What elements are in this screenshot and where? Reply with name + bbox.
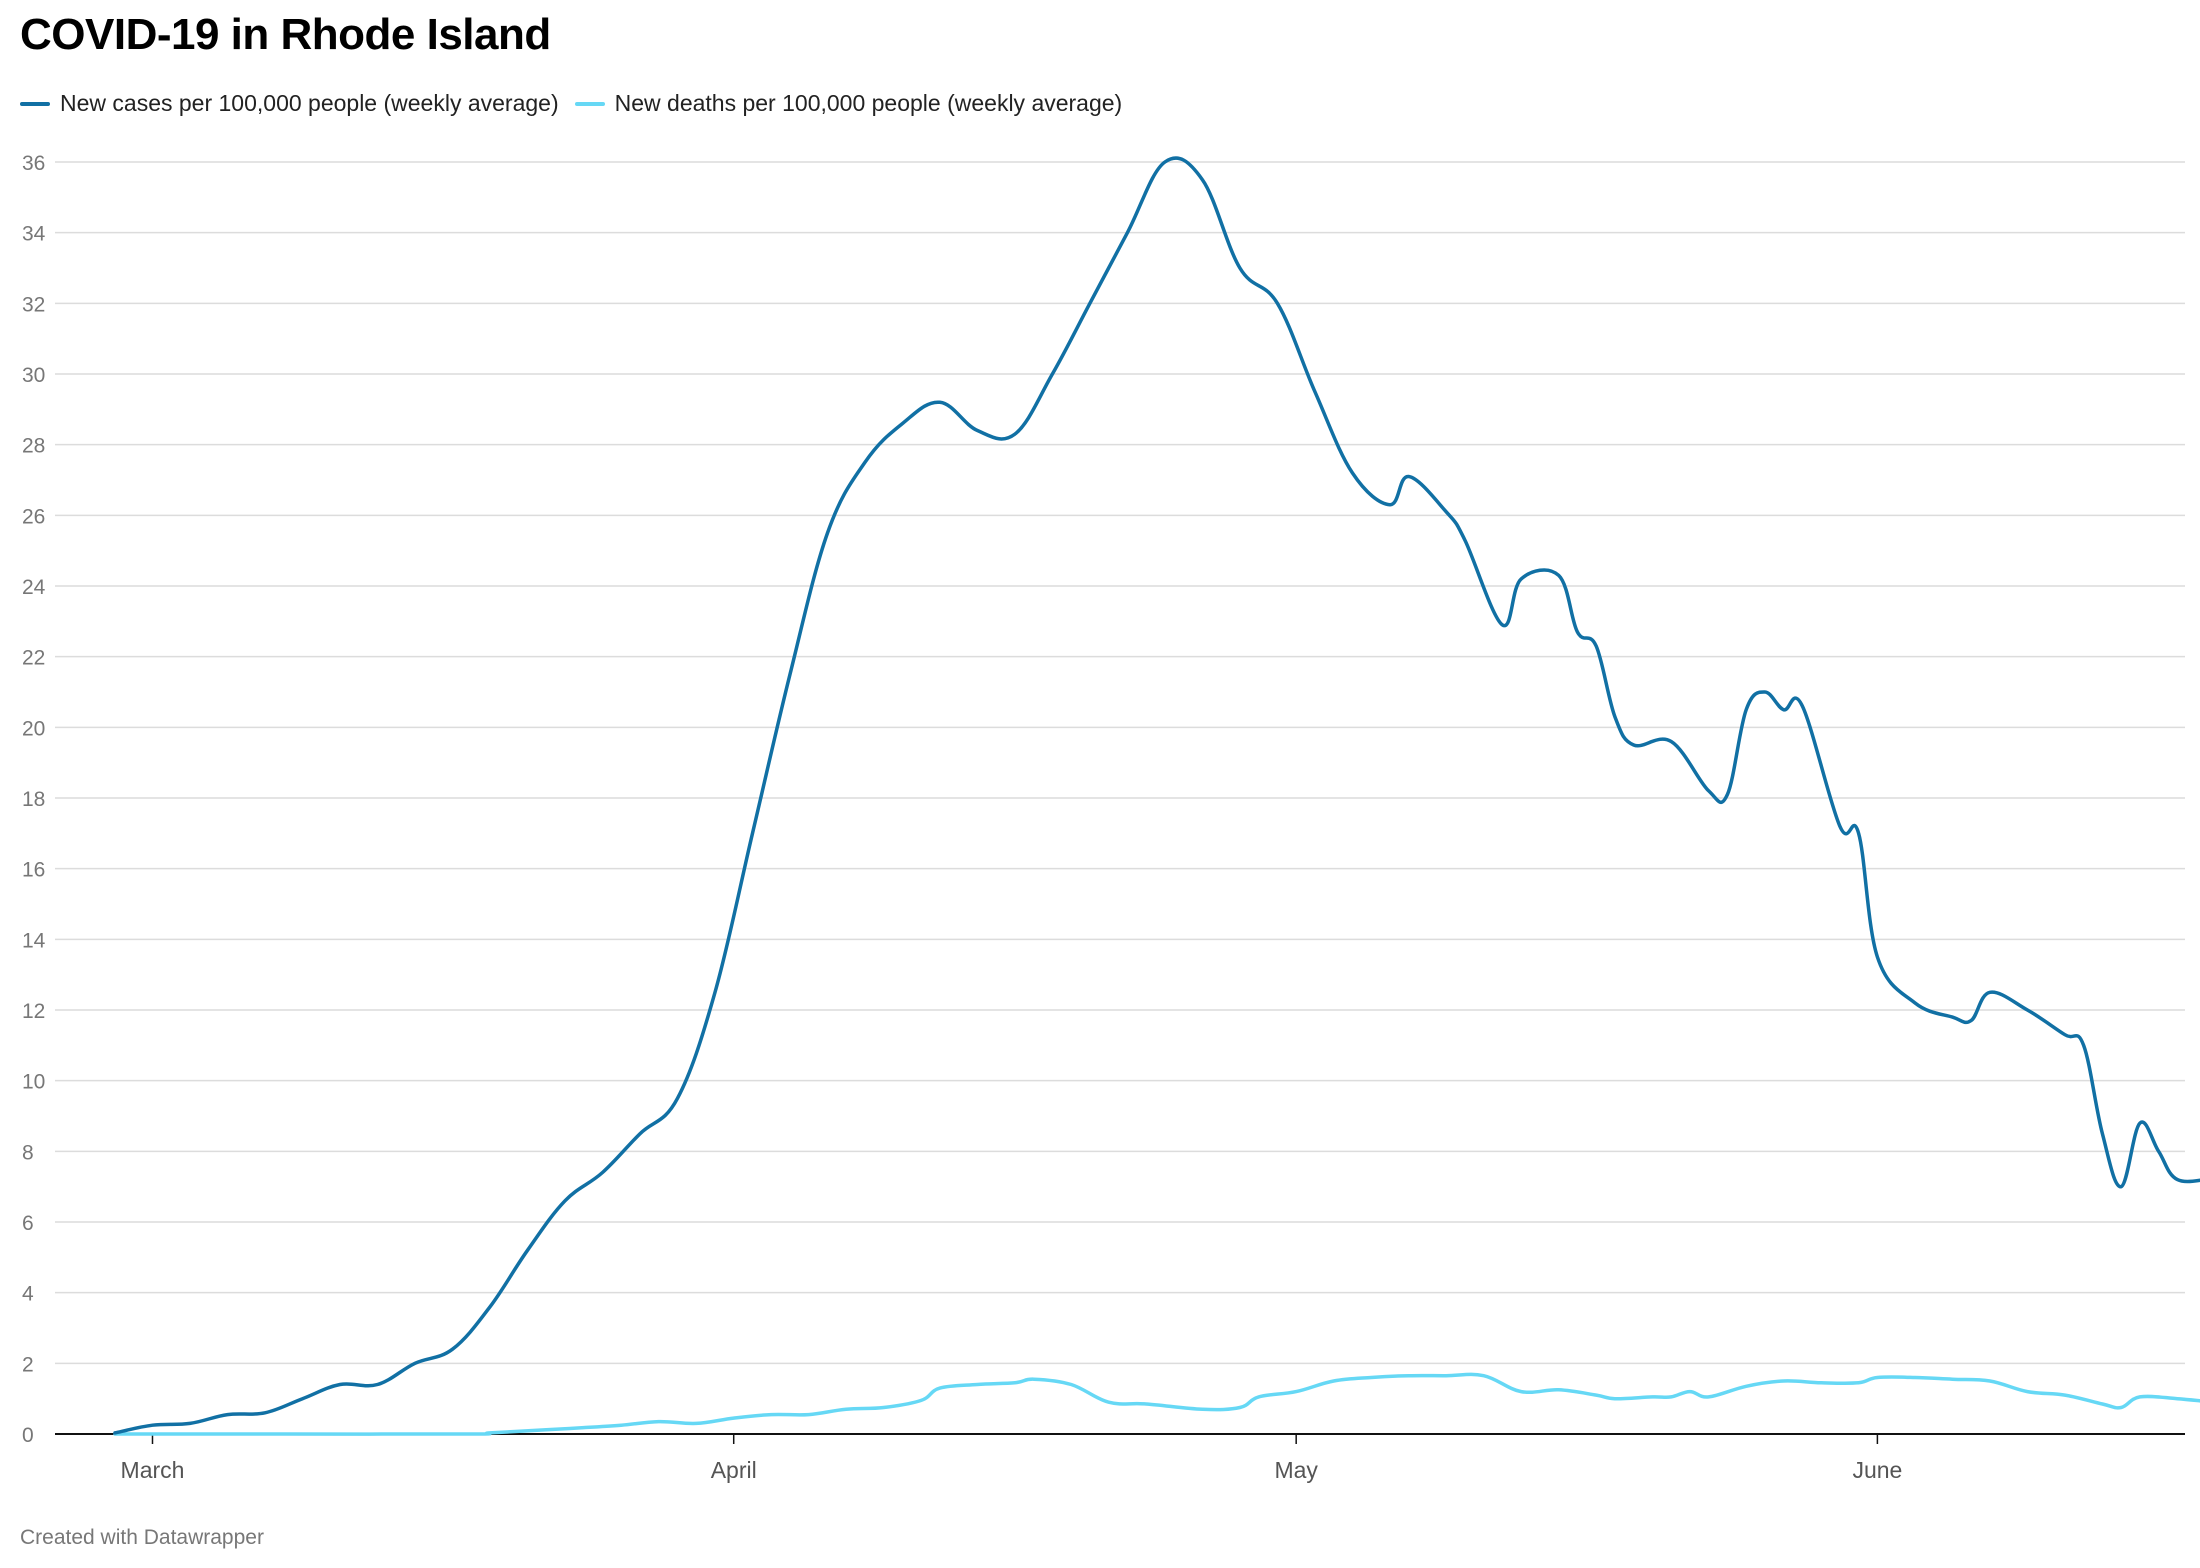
series-line-cases xyxy=(113,156,2200,1435)
chart-title: COVID-19 in Rhode Island xyxy=(20,10,551,59)
grid-lines xyxy=(55,161,2185,1435)
y-tick-label: 0 xyxy=(22,1424,34,1447)
footer-credit: Created with Datawrapper xyxy=(20,1526,264,1549)
legend-item-deaths: New deaths per 100,000 people (weekly av… xyxy=(574,90,1123,117)
y-tick-label: 14 xyxy=(22,929,46,952)
y-tick-label: 20 xyxy=(22,717,45,740)
y-tick-label: 4 xyxy=(22,1283,34,1306)
y-tick-label: 10 xyxy=(22,1071,45,1094)
legend-item-cases: New cases per 100,000 people (weekly ave… xyxy=(20,90,559,117)
legend-swatch-deaths xyxy=(574,101,605,106)
legend-label-cases: New cases per 100,000 people (weekly ave… xyxy=(60,90,559,116)
y-tick-label: 24 xyxy=(22,576,46,599)
y-tick-label: 16 xyxy=(22,859,45,882)
x-tick-label: June xyxy=(1852,1457,1902,1483)
x-tick-label: May xyxy=(1274,1457,1318,1483)
y-tick-label: 30 xyxy=(22,364,45,387)
y-tick-label: 6 xyxy=(22,1212,34,1235)
legend-swatch-cases xyxy=(20,101,50,106)
legend-label-deaths: New deaths per 100,000 people (weekly av… xyxy=(614,90,1123,116)
y-tick-label: 32 xyxy=(22,293,45,316)
y-tick-label: 28 xyxy=(22,435,45,458)
y-tick-label: 36 xyxy=(22,152,45,175)
y-tick-label: 34 xyxy=(22,223,46,246)
legend: New cases per 100,000 people (weekly ave… xyxy=(20,90,1138,117)
x-tick-label: March xyxy=(121,1457,185,1483)
y-tick-label: 26 xyxy=(22,505,45,528)
x-tick-label: April xyxy=(711,1457,757,1483)
y-tick-label: 8 xyxy=(22,1141,34,1164)
series-line-deaths xyxy=(113,1372,2200,1436)
series-lines xyxy=(113,156,2200,1436)
y-tick-label: 2 xyxy=(22,1353,34,1376)
y-tick-label: 12 xyxy=(22,1000,45,1023)
x-axis-ticks: March April May June xyxy=(121,1434,1902,1483)
y-tick-label: 18 xyxy=(22,788,45,811)
y-tick-label: 22 xyxy=(22,647,45,670)
